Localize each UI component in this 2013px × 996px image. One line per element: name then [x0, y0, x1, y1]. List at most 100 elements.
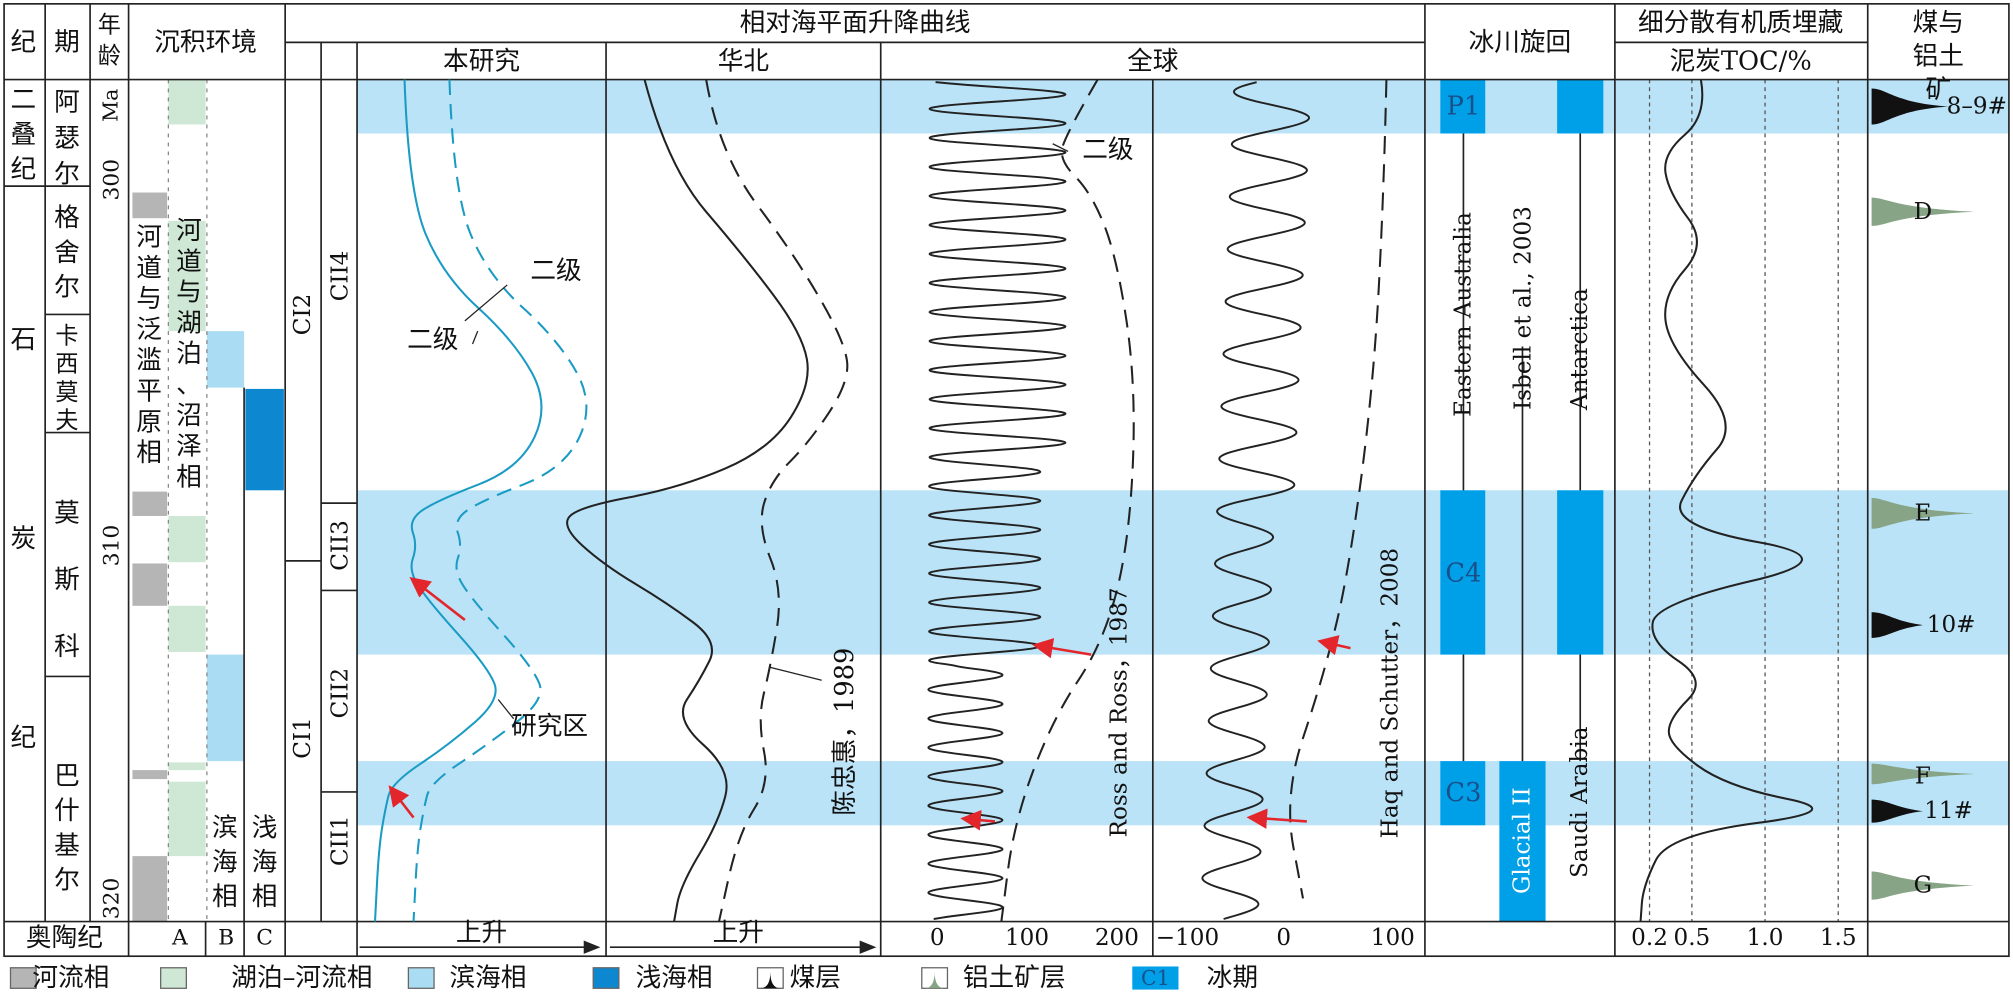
- x-tick-label: 200: [1095, 925, 1139, 951]
- facies-label: 浅海相: [252, 813, 278, 912]
- period: 二叠纪: [11, 85, 37, 184]
- glacial-stage: P1: [1447, 92, 1481, 122]
- region-label: Antarctica: [1567, 288, 1593, 411]
- curve-label: 二级: [407, 325, 458, 355]
- sequence: CII1: [327, 815, 353, 866]
- north-china-curve-dashed: [705, 79, 849, 922]
- legend-swatch: [9, 967, 37, 989]
- subheader: 本研究: [443, 47, 520, 77]
- legend-swatch: [592, 967, 620, 989]
- header: 相对海平面升降曲线: [740, 8, 971, 38]
- glacial-box: [1440, 761, 1486, 826]
- legend-label: 滨海相: [449, 963, 526, 993]
- fluvial-block: [132, 491, 168, 516]
- fluvial-block: [132, 856, 168, 922]
- coastal-block: [206, 654, 245, 762]
- sequence: CII4: [327, 251, 353, 302]
- facies-label: 河道与湖泊、沼泽相: [176, 216, 202, 492]
- header: 细分散有机质埋藏: [1638, 8, 1843, 38]
- x-tick-label: 0.5: [1674, 925, 1711, 951]
- trend-arrow: [1317, 635, 1351, 656]
- subheader: 全球: [1127, 47, 1178, 77]
- stage: 阿瑟尔: [54, 88, 80, 190]
- glacial-box: [1440, 79, 1486, 134]
- legend-label: 煤层: [790, 963, 841, 993]
- lake-block: [168, 762, 206, 771]
- period: 石炭纪: [11, 325, 37, 753]
- lake-block: [168, 79, 206, 125]
- period: 奥陶纪: [26, 923, 103, 953]
- glacial-box: [1557, 490, 1604, 655]
- sequence: CII2: [327, 668, 353, 719]
- subheader: 华北: [718, 47, 769, 77]
- ross-curve: [927, 81, 1067, 920]
- leader: [770, 666, 822, 681]
- header: 年龄: [98, 13, 121, 70]
- stage: 格舍尔: [54, 203, 80, 302]
- coal-seam: [1871, 612, 1923, 638]
- glacial-stage: C4: [1445, 559, 1481, 589]
- legend-label: 冰期: [1207, 963, 1258, 993]
- curve-label: 二级: [530, 256, 581, 286]
- region-label: Saudi Arabia: [1567, 726, 1593, 878]
- shallow-marine-block: [245, 388, 284, 491]
- global-curve-dashed: [1000, 79, 1135, 922]
- deposit-label: 11#: [1924, 798, 1973, 824]
- lake-block: [168, 220, 206, 332]
- sequence: CII3: [327, 520, 353, 571]
- glacial-box: [1499, 761, 1546, 922]
- deposit-label: 10#: [1927, 612, 1976, 638]
- sequence: CI2: [290, 294, 316, 335]
- lake-block: [168, 515, 206, 563]
- rise-label: 上升: [456, 918, 507, 948]
- x-tick-label: 1.5: [1820, 925, 1857, 951]
- column-label: C: [256, 926, 273, 951]
- legend-icon-text: C1: [1141, 966, 1170, 990]
- frame: [3, 3, 2010, 958]
- lake-block: [168, 781, 206, 857]
- x-tick-label: 100: [1371, 925, 1415, 951]
- rise-label: 上升: [713, 918, 764, 948]
- fluvial-block: [132, 563, 168, 606]
- legend-label: 河流相: [32, 963, 109, 993]
- bauxite-layer: [1871, 763, 1975, 785]
- deposit-label: F: [1915, 764, 1931, 790]
- fluvial-block: [132, 192, 168, 219]
- leader: [497, 699, 515, 720]
- toc-curve: [1639, 79, 1813, 922]
- deposit-label: E: [1914, 500, 1931, 526]
- glacial-stage: C3: [1445, 778, 1481, 808]
- column-label: B: [218, 926, 234, 951]
- glacial-band: [357, 490, 2009, 655]
- header: 冰川旋回: [1469, 27, 1572, 57]
- trend-arrow: [1032, 638, 1092, 659]
- leader: [1052, 143, 1069, 153]
- fluvial-block: [132, 770, 168, 780]
- region-label: Eastern Australia: [1450, 212, 1476, 417]
- legend-label: 湖泊–河流相: [231, 963, 372, 993]
- region-label: Glacial II: [1509, 787, 1535, 894]
- header: 期: [54, 27, 80, 57]
- glacial-band: [357, 79, 2009, 134]
- region-label: Isbell et al., 2003: [1511, 206, 1537, 410]
- haq-curve: [1201, 81, 1310, 920]
- header: 煤与铝土矿: [1913, 8, 1964, 105]
- subheader: 泥炭TOC/%: [1670, 47, 1812, 77]
- source-label: Ross and Ross，1987: [1106, 587, 1132, 837]
- sequence: CI1: [290, 717, 316, 759]
- trend-arrow: [409, 576, 466, 621]
- age-unit: Ma: [99, 89, 123, 122]
- glacial-box: [1440, 490, 1486, 655]
- coal-seam: [1871, 799, 1923, 823]
- facies-label: 滨海相: [212, 813, 238, 912]
- column-label: A: [171, 926, 188, 951]
- x-tick-label: 1.0: [1747, 925, 1784, 951]
- x-tick-label: 0: [930, 925, 945, 951]
- trend-arrow: [1246, 808, 1307, 829]
- glacial-band: [357, 761, 2009, 826]
- bauxite-layer: [1871, 498, 1975, 529]
- deposit-label: D: [1914, 199, 1933, 225]
- legend-bauxite: [924, 971, 945, 989]
